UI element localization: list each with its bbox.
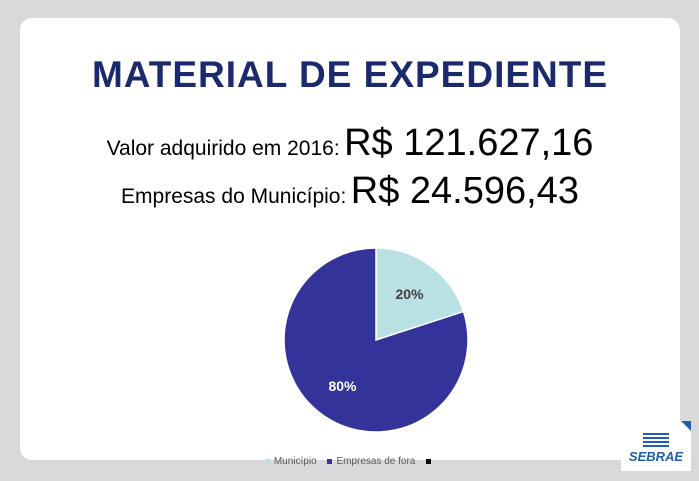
pie-chart: 20% 80% [283, 247, 469, 433]
acquired-value-amount: R$ 121.627,16 [344, 122, 594, 164]
local-companies-line: Empresas do Município: R$ 24.596,43 [20, 170, 680, 213]
local-companies-amount: R$ 24.596,43 [350, 170, 579, 212]
acquired-value-line: Valor adquirido em 2016: R$ 121.627,16 [20, 122, 680, 165]
legend-item-empresas-de-fora: Empresas de fora [327, 456, 415, 467]
legend-label-municipio: Município [273, 456, 317, 467]
pie-label-empresas-de-fora: 80% [328, 378, 357, 394]
legend-label-empresas-de-fora: Empresas de fora [336, 456, 416, 467]
pie-slice-municipio [375, 247, 465, 342]
sebrae-logo: SEBRAE [621, 421, 691, 471]
pie-label-municipio: 20% [396, 286, 425, 302]
logo-stripes [643, 433, 669, 449]
logo-corner-accent [681, 421, 691, 431]
legend-swatch-empresas-de-fora [327, 458, 333, 464]
pie-slice-empresas-de-fora [283, 247, 469, 433]
legend-swatch-municipio [264, 458, 270, 464]
chart-legend: Município Empresas de fora [20, 456, 680, 467]
slide-card: MATERIAL DE EXPEDIENTE Valor adquirido e… [20, 18, 680, 467]
local-companies-label: Empresas do Município: [121, 185, 347, 208]
legend-item-municipio: Município [264, 456, 317, 467]
acquired-value-label: Valor adquirido em 2016: [106, 137, 340, 160]
legend-swatch-unlabeled [426, 458, 432, 464]
legend-item-unlabeled [426, 456, 435, 467]
slide-title: MATERIAL DE EXPEDIENTE [91, 54, 609, 95]
logo-text: SEBRAE [628, 449, 684, 464]
